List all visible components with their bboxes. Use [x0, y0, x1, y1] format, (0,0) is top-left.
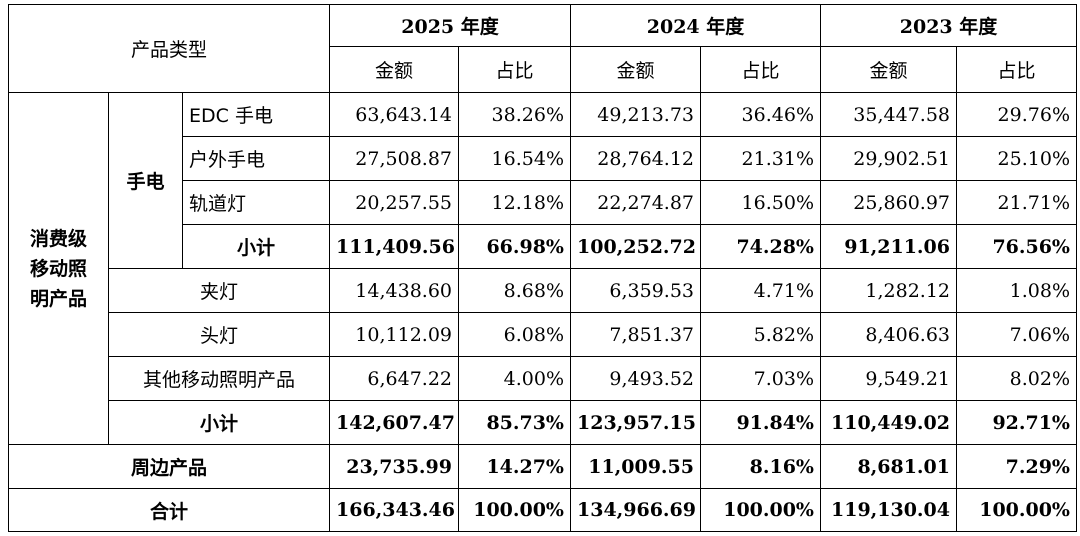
value-cell: 28,764.12	[570, 136, 701, 181]
value-cell: 142,607.47	[329, 400, 459, 445]
value-cell: 166,343.46	[329, 488, 459, 532]
group-label-line: 消费级	[29, 227, 87, 250]
value-cell: 7.06%	[956, 312, 1077, 357]
flashlight-group-label: 手电	[108, 92, 183, 269]
value-cell: 6,359.53	[570, 268, 701, 313]
consumer-lighting-group-label: 消费级 移动照 明产品	[8, 92, 109, 445]
table-row: 夹灯 14,438.60 8.68% 6,359.53 4.71% 1,282.…	[9, 268, 1077, 313]
ratio-header: 占比	[956, 46, 1077, 93]
year-header-2023: 2023 年度	[820, 4, 1077, 47]
header-row-years: 产品类型 2025 年度 2024 年度 2023 年度	[8, 4, 1077, 93]
value-cell: 35,447.58	[820, 92, 957, 137]
value-cell: 9,493.52	[570, 356, 701, 401]
value-cell: 38.26%	[458, 92, 571, 137]
value-cell: 8.02%	[956, 356, 1077, 401]
value-cell: 36.46%	[700, 92, 821, 137]
row-label: 户外手电	[182, 136, 330, 181]
value-cell: 5.82%	[700, 312, 821, 357]
value-cell: 85.73%	[458, 400, 571, 445]
row-label: 周边产品	[8, 444, 330, 489]
value-cell: 23,735.99	[329, 444, 459, 489]
value-cell: 16.50%	[700, 180, 821, 225]
value-cell: 123,957.15	[570, 400, 701, 445]
table-row: 户外手电 27,508.87 16.54% 28,764.12 21.31% 2…	[9, 136, 1077, 181]
value-cell: 110,449.02	[820, 400, 957, 445]
value-cell: 63,643.14	[329, 92, 459, 137]
amount-header: 金额	[570, 46, 701, 93]
value-cell: 6.08%	[458, 312, 571, 357]
value-cell: 14.27%	[458, 444, 571, 489]
group-label-line: 移动照	[29, 257, 87, 280]
table-row-subtotal: 小计 111,409.56 66.98% 100,252.72 74.28% 9…	[9, 224, 1077, 269]
row-label: 小计	[182, 224, 330, 269]
value-cell: 49,213.73	[570, 92, 701, 137]
value-cell: 29,902.51	[820, 136, 957, 181]
value-cell: 14,438.60	[329, 268, 459, 313]
revenue-table: 产品类型 2025 年度 2024 年度 2023 年度 金额 占比 金额 占比…	[8, 4, 1077, 532]
value-cell: 100.00%	[700, 488, 821, 532]
value-cell: 4.71%	[700, 268, 821, 313]
value-cell: 76.56%	[956, 224, 1077, 269]
value-cell: 6,647.22	[329, 356, 459, 401]
value-cell: 25.10%	[956, 136, 1077, 181]
row-label: 头灯	[108, 312, 330, 357]
value-cell: 8,681.01	[820, 444, 957, 489]
amount-header: 金额	[329, 46, 459, 93]
table-row: 头灯 10,112.09 6.08% 7,851.37 5.82% 8,406.…	[9, 312, 1077, 357]
value-cell: 8.16%	[700, 444, 821, 489]
product-type-header: 产品类型	[8, 4, 330, 93]
value-cell: 8.68%	[458, 268, 571, 313]
value-cell: 7.29%	[956, 444, 1077, 489]
ratio-header: 占比	[458, 46, 571, 93]
value-cell: 100,252.72	[570, 224, 701, 269]
value-cell: 11,009.55	[570, 444, 701, 489]
value-cell: 119,130.04	[820, 488, 957, 532]
value-cell: 7,851.37	[570, 312, 701, 357]
value-cell: 8,406.63	[820, 312, 957, 357]
value-cell: 1,282.12	[820, 268, 957, 313]
value-cell: 91.84%	[700, 400, 821, 445]
value-cell: 134,966.69	[570, 488, 701, 532]
row-label: 轨道灯	[182, 180, 330, 225]
table-row: 轨道灯 20,257.55 12.18% 22,274.87 16.50% 25…	[9, 180, 1077, 225]
value-cell: 9,549.21	[820, 356, 957, 401]
value-cell: 7.03%	[700, 356, 821, 401]
value-cell: 111,409.56	[329, 224, 459, 269]
group-label-line: 明产品	[29, 287, 87, 310]
value-cell: 10,112.09	[329, 312, 459, 357]
value-cell: 91,211.06	[820, 224, 957, 269]
table-row: 其他移动照明产品 6,647.22 4.00% 9,493.52 7.03% 9…	[9, 356, 1077, 401]
row-label: 夹灯	[108, 268, 330, 313]
value-cell: 100.00%	[956, 488, 1077, 532]
year-header-2025: 2025 年度	[329, 4, 571, 47]
header-row-columns: 金额 占比 金额 占比 金额 占比	[9, 46, 1077, 93]
value-cell: 21.31%	[700, 136, 821, 181]
row-label: 其他移动照明产品	[108, 356, 330, 401]
value-cell: 29.76%	[956, 92, 1077, 137]
value-cell: 22,274.87	[570, 180, 701, 225]
value-cell: 66.98%	[458, 224, 571, 269]
value-cell: 74.28%	[700, 224, 821, 269]
table-row-subtotal: 小计 142,607.47 85.73% 123,957.15 91.84% 1…	[9, 400, 1077, 445]
value-cell: 27,508.87	[329, 136, 459, 181]
row-label: 合计	[8, 488, 330, 532]
value-cell: 25,860.97	[820, 180, 957, 225]
value-cell: 100.00%	[458, 488, 571, 532]
table-row: 周边产品 23,735.99 14.27% 11,009.55 8.16% 8,…	[8, 444, 1077, 489]
value-cell: 12.18%	[458, 180, 571, 225]
value-cell: 4.00%	[458, 356, 571, 401]
ratio-header: 占比	[700, 46, 821, 93]
row-label: 小计	[108, 400, 330, 445]
value-cell: 1.08%	[956, 268, 1077, 313]
value-cell: 92.71%	[956, 400, 1077, 445]
table-row-total: 合计 166,343.46 100.00% 134,966.69 100.00%…	[8, 488, 1077, 532]
value-cell: 20,257.55	[329, 180, 459, 225]
value-cell: 21.71%	[956, 180, 1077, 225]
value-cell: 16.54%	[458, 136, 571, 181]
year-header-2024: 2024 年度	[570, 4, 821, 47]
table-row: 消费级 移动照 明产品 手电 EDC 手电 63,643.14 38.26% 4…	[8, 92, 1077, 445]
amount-header: 金额	[820, 46, 957, 93]
row-label: EDC 手电	[182, 92, 330, 137]
